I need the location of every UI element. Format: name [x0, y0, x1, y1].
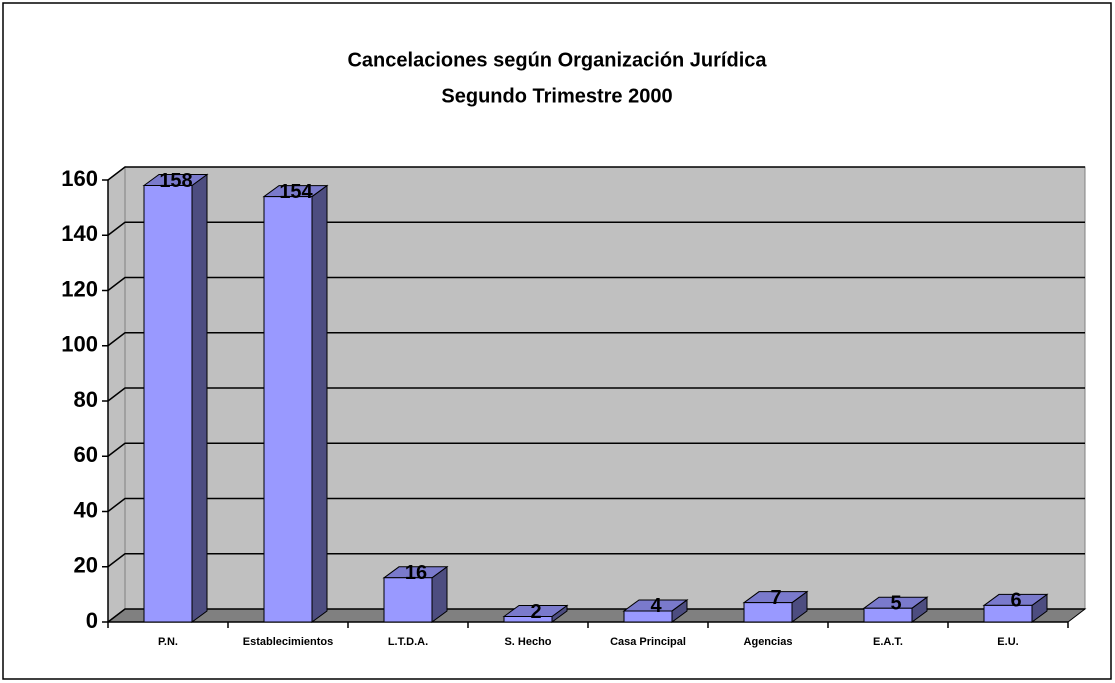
- y-tick-label: 20: [74, 553, 98, 578]
- y-tick-label: 160: [61, 166, 98, 191]
- grid-line: [107, 221, 1085, 236]
- grid-line: [107, 166, 1085, 181]
- x-tick-label: Casa Principal: [610, 636, 686, 648]
- chart-subtitle: Segundo Trimestre 2000: [441, 85, 672, 107]
- y-tick-label: 140: [61, 221, 98, 246]
- grid-line: [107, 332, 1085, 347]
- x-tick-label: L.T.D.A.: [388, 636, 428, 648]
- data-label: 16: [405, 562, 427, 584]
- bar: [982, 593, 1049, 623]
- bar-front: [503, 615, 553, 623]
- y-tick-label: 100: [61, 332, 98, 357]
- bar: [382, 565, 449, 623]
- y-tick-label: 80: [74, 387, 98, 412]
- bar: [502, 604, 569, 623]
- x-tick-label: S. Hecho: [504, 636, 551, 648]
- data-label: 6: [1010, 590, 1021, 612]
- x-tick-label: E.U.: [997, 636, 1018, 648]
- x-tick-label: Agencias: [744, 636, 793, 648]
- bar-front: [263, 196, 313, 623]
- bar-front: [623, 610, 673, 623]
- x-tick-label: P.N.: [158, 636, 178, 648]
- bar-side: [191, 173, 208, 623]
- y-tick-label: 60: [74, 442, 98, 467]
- x-tick-label: Establecimientos: [243, 636, 333, 648]
- grid-line: [107, 276, 1085, 292]
- data-label: 154: [279, 181, 313, 203]
- bar-front: [383, 577, 433, 623]
- data-label: 2: [530, 601, 541, 623]
- floor: [106, 608, 1087, 623]
- bar: [622, 598, 689, 623]
- bar-front: [863, 607, 913, 623]
- bar: [862, 596, 929, 623]
- bar-front: [143, 185, 193, 623]
- y-tick-label: 120: [61, 276, 98, 301]
- grid-line: [107, 442, 1085, 457]
- bar-front: [743, 602, 793, 623]
- x-tick-label: E.A.T.: [873, 636, 903, 648]
- data-label: 4: [650, 595, 662, 617]
- bar: [262, 184, 329, 623]
- grid-line: [107, 497, 1085, 513]
- bar-side: [311, 184, 328, 623]
- data-label: 5: [890, 592, 901, 614]
- bar-front: [983, 604, 1033, 623]
- grid-line: [107, 553, 1085, 568]
- y-tick-label: 40: [74, 497, 98, 522]
- data-label: 158: [159, 170, 192, 192]
- bar: [742, 590, 809, 623]
- chart-title: Cancelaciones según Organización Jurídic…: [347, 49, 767, 71]
- bar: [142, 173, 209, 623]
- data-label: 7: [770, 587, 781, 609]
- grid-line: [107, 387, 1085, 402]
- y-tick-label: 0: [86, 608, 98, 633]
